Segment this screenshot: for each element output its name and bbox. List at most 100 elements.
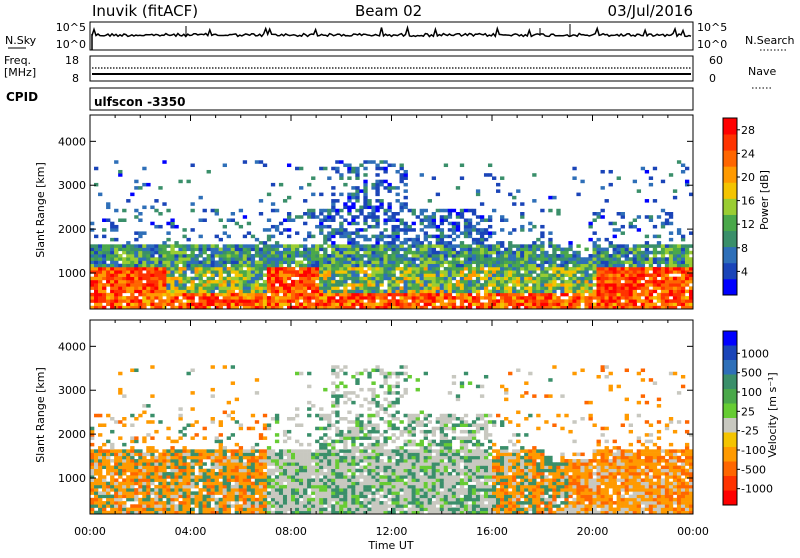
heatmap-cell (259, 456, 263, 460)
heatmap-cell (649, 244, 653, 248)
heatmap-cell (637, 251, 641, 255)
heatmap-cell (593, 241, 597, 245)
heatmap-cell (508, 270, 512, 274)
heatmap-cell (564, 290, 568, 294)
heatmap-cell (114, 264, 118, 268)
heatmap-cell (621, 283, 625, 287)
heatmap-cell (548, 283, 552, 287)
heatmap-cell (452, 231, 456, 235)
heatmap-cell (383, 167, 387, 171)
heatmap-cell (597, 273, 601, 277)
heatmap-cell (448, 293, 452, 297)
heatmap-cell (287, 449, 291, 453)
heatmap-cell (275, 508, 279, 512)
heatmap-cell (544, 254, 548, 258)
heatmap-cell (122, 485, 126, 489)
heatmap-cell (568, 261, 572, 265)
heatmap-cell (267, 462, 271, 466)
heatmap-cell (235, 293, 239, 297)
heatmap-cell (142, 244, 146, 248)
heatmap-cell (359, 206, 363, 210)
heatmap-cell (444, 277, 448, 281)
heatmap-cell (134, 264, 138, 268)
heatmap-cell (146, 264, 150, 268)
heatmap-cell (424, 280, 428, 284)
heatmap-cell (138, 478, 142, 482)
heatmap-cell (484, 218, 488, 222)
heatmap-cell (102, 218, 106, 222)
heatmap-cell (174, 472, 178, 476)
heatmap-cell (162, 485, 166, 489)
heatmap-cell (319, 478, 323, 482)
heatmap-cell (243, 257, 247, 261)
heatmap-cell (476, 222, 480, 226)
heatmap-cell (412, 257, 416, 261)
heatmap-cell (472, 228, 476, 232)
heatmap-cell (319, 508, 323, 512)
heatmap-cell (315, 215, 319, 219)
heatmap-cell (568, 290, 572, 294)
heatmap-cell (146, 290, 150, 294)
heatmap-cell (223, 488, 227, 492)
heatmap-cell (645, 235, 649, 239)
heatmap-cell (243, 254, 247, 258)
heatmap-cell (162, 241, 166, 245)
heatmap-cell (500, 303, 504, 307)
heatmap-cell (267, 485, 271, 489)
heatmap-cell (355, 241, 359, 245)
heatmap-cell (536, 280, 540, 284)
heatmap-cell (460, 267, 464, 271)
heatmap-cell (597, 286, 601, 290)
heatmap-cell (259, 495, 263, 499)
heatmap-cell (223, 277, 227, 281)
heatmap-cell (142, 462, 146, 466)
heatmap-cell (440, 222, 444, 226)
heatmap-cell (166, 303, 170, 307)
heatmap-cell (339, 459, 343, 463)
heatmap-cell (130, 283, 134, 287)
heatmap-cell (275, 248, 279, 252)
heatmap-cell (351, 264, 355, 268)
heatmap-cell (178, 273, 182, 277)
heatmap-cell (191, 244, 195, 248)
heatmap-cell (456, 212, 460, 216)
heatmap-cell (227, 498, 231, 502)
heatmap-cell (681, 261, 685, 265)
heatmap-cell (524, 261, 528, 265)
heatmap-cell (339, 504, 343, 508)
heatmap-cell (287, 459, 291, 463)
heatmap-cell (323, 299, 327, 303)
heatmap-cell (98, 290, 102, 294)
heatmap-cell (178, 270, 182, 274)
heatmap-cell (621, 215, 625, 219)
heatmap-cell (263, 478, 267, 482)
heatmap-cell (138, 261, 142, 265)
heatmap-cell (235, 248, 239, 252)
heatmap-cell (215, 286, 219, 290)
heatmap-cell (259, 293, 263, 297)
heatmap-cell (593, 231, 597, 235)
heatmap-cell (271, 257, 275, 261)
heatmap-cell (637, 261, 641, 265)
heatmap-cell (460, 293, 464, 297)
heatmap-cell (283, 430, 287, 434)
heatmap-cell (275, 417, 279, 421)
heatmap-cell (315, 427, 319, 431)
heatmap-cell (677, 231, 681, 235)
heatmap-cell (122, 449, 126, 453)
heatmap-cell (456, 293, 460, 297)
heatmap-cell (564, 303, 568, 307)
heatmap-cell (492, 267, 496, 271)
heatmap-cell (593, 273, 597, 277)
heatmap-cell (307, 267, 311, 271)
heatmap-cell (291, 482, 295, 486)
heatmap-cell (110, 254, 114, 258)
heatmap-cell (130, 251, 134, 255)
heatmap-cell (239, 482, 243, 486)
heatmap-cell (134, 215, 138, 219)
heatmap-cell (291, 504, 295, 508)
heatmap-cell (375, 173, 379, 177)
heatmap-cell (323, 482, 327, 486)
heatmap-cell (235, 283, 239, 287)
heatmap-cell (351, 251, 355, 255)
